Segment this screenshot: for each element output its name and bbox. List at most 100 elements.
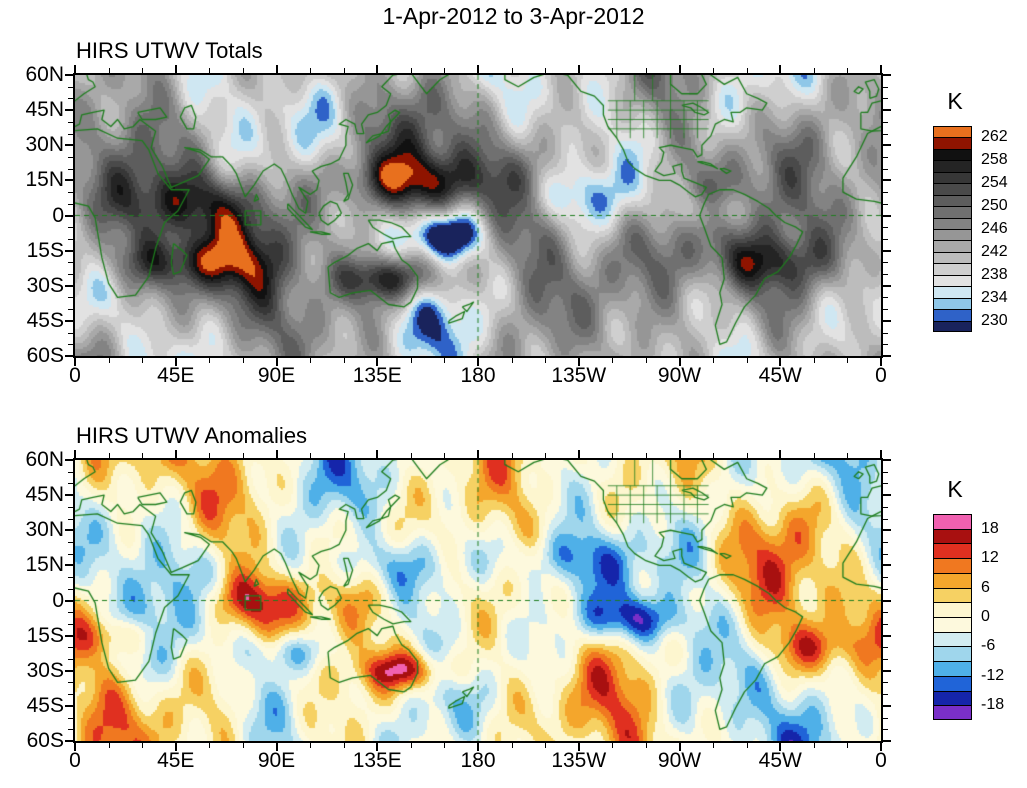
tick-mark [68,647,73,649]
tick-mark [883,284,891,287]
x-tick-label: 45E [157,749,195,772]
colorbar-tick-label: -18 [981,696,1005,714]
colorbar-cell [933,705,972,720]
tick-mark [880,358,882,366]
tick-mark [883,612,888,614]
tick-mark [813,743,815,748]
tick-mark [511,358,513,363]
y-tick-label: 45S [26,308,64,332]
x-tick-label: 45W [758,749,802,772]
tick-mark [65,494,73,497]
tick-mark [883,192,888,194]
tick-mark [74,450,76,458]
tick-mark [65,355,73,357]
y-tick-label: 30S [26,273,64,297]
tick-mark [746,453,748,458]
tick-mark [174,358,177,366]
tick-mark [477,358,479,366]
tick-mark [883,355,891,357]
colorbar-cell [933,602,972,618]
tick-mark [883,588,888,590]
tick-mark [883,121,888,123]
tick-mark [68,203,73,205]
totals-colorbar-unit: K [947,88,963,114]
tick-mark [310,358,312,363]
tick-mark [142,743,144,748]
tick-mark [678,65,681,73]
colorbar-cell [933,514,972,530]
colorbar-tick-label: 0 [981,608,990,625]
y-tick-label: 45S [26,693,64,717]
tick-mark [65,214,73,217]
tick-mark [444,68,446,73]
tick-mark [376,450,379,458]
colorbar-cell [933,558,972,574]
colorbar-tick-label: 234 [981,288,1008,306]
tick-mark [883,344,888,346]
tick-mark [883,518,888,520]
tick-mark [883,577,888,579]
tick-mark [65,459,73,461]
y-tick-label: 45N [25,98,64,122]
tick-mark [645,358,647,363]
tick-mark [142,358,144,363]
tick-mark [883,319,891,322]
tick-mark [65,144,73,147]
tick-mark [68,541,73,543]
tick-mark [376,65,379,73]
tick-mark [68,86,73,88]
tick-mark [68,168,73,170]
tick-mark [511,453,513,458]
tick-mark [545,68,547,73]
tick-mark [847,453,849,458]
tick-mark [545,358,547,363]
tick-mark [242,453,244,458]
tick-mark [65,284,73,287]
tick-mark [74,65,76,73]
colorbar-cell [933,631,972,648]
tick-mark [847,743,849,748]
colorbar-tick-label: 242 [981,242,1008,260]
tick-mark [883,494,891,497]
y-tick-label: 15S [26,623,64,647]
tick-mark [883,203,888,205]
tick-mark [883,634,891,637]
y-tick-label: 0 [52,203,64,227]
tick-mark [68,133,73,135]
tick-mark [275,358,278,366]
tick-mark [545,453,547,458]
x-tick-label: 0 [875,364,887,387]
tick-mark [883,740,891,742]
tick-mark [577,358,580,366]
tick-mark [883,297,888,299]
tick-mark [577,450,580,458]
tick-mark [813,358,815,363]
tick-mark [880,65,882,73]
tick-mark [209,453,211,458]
tick-mark [779,450,782,458]
tick-mark [713,358,715,363]
tick-mark [343,68,345,73]
tick-mark [746,68,748,73]
tick-mark [108,453,110,458]
tick-mark [65,529,73,532]
tick-mark [883,599,891,602]
tick-mark [883,274,888,276]
tick-mark [68,717,73,719]
tick-mark [209,358,211,363]
x-tick-label: 0 [875,749,887,772]
tick-mark [242,358,244,363]
tick-mark [477,65,479,73]
anomalies-colorbar-unit: K [947,476,963,502]
tick-mark [678,743,681,751]
colorbar-cell [933,646,972,663]
tick-mark [883,669,891,672]
y-tick-label: 30N [25,133,64,157]
tick-mark [577,743,580,751]
tick-mark [713,68,715,73]
tick-mark [343,743,345,748]
tick-mark [68,694,73,696]
y-tick-label: 60S [26,729,64,752]
tick-mark [883,109,891,112]
